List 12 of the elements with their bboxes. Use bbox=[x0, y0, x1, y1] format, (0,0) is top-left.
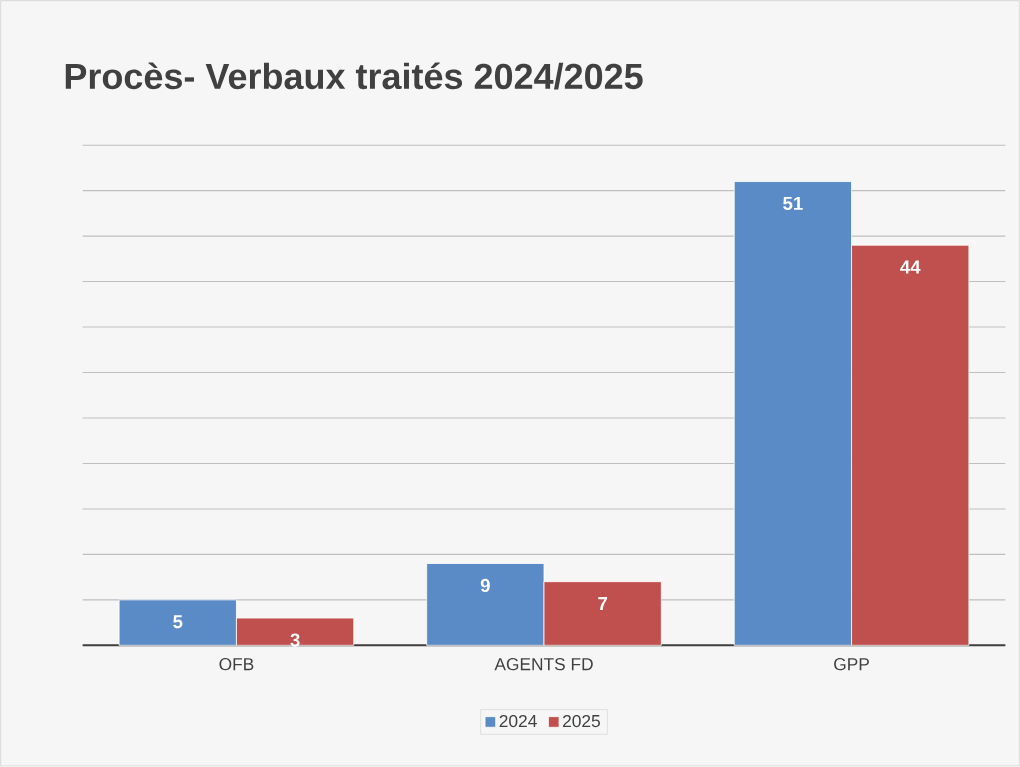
data-label: 44 bbox=[900, 260, 921, 274]
legend-label: 2025 bbox=[563, 715, 600, 728]
x-tick-label: GPP bbox=[834, 658, 869, 671]
x-tick-label: AGENTS FD bbox=[494, 658, 593, 671]
chart-title: Procès- Verbaux traités 2024/2025 bbox=[65, 62, 643, 90]
data-label: 3 bbox=[290, 633, 300, 647]
data-label: 9 bbox=[480, 579, 490, 593]
data-label: 51 bbox=[783, 197, 803, 211]
legend-label: 2024 bbox=[499, 715, 537, 728]
x-tick-label: OFB bbox=[219, 658, 254, 671]
data-label: 7 bbox=[598, 597, 608, 611]
data-label: 5 bbox=[173, 615, 183, 629]
